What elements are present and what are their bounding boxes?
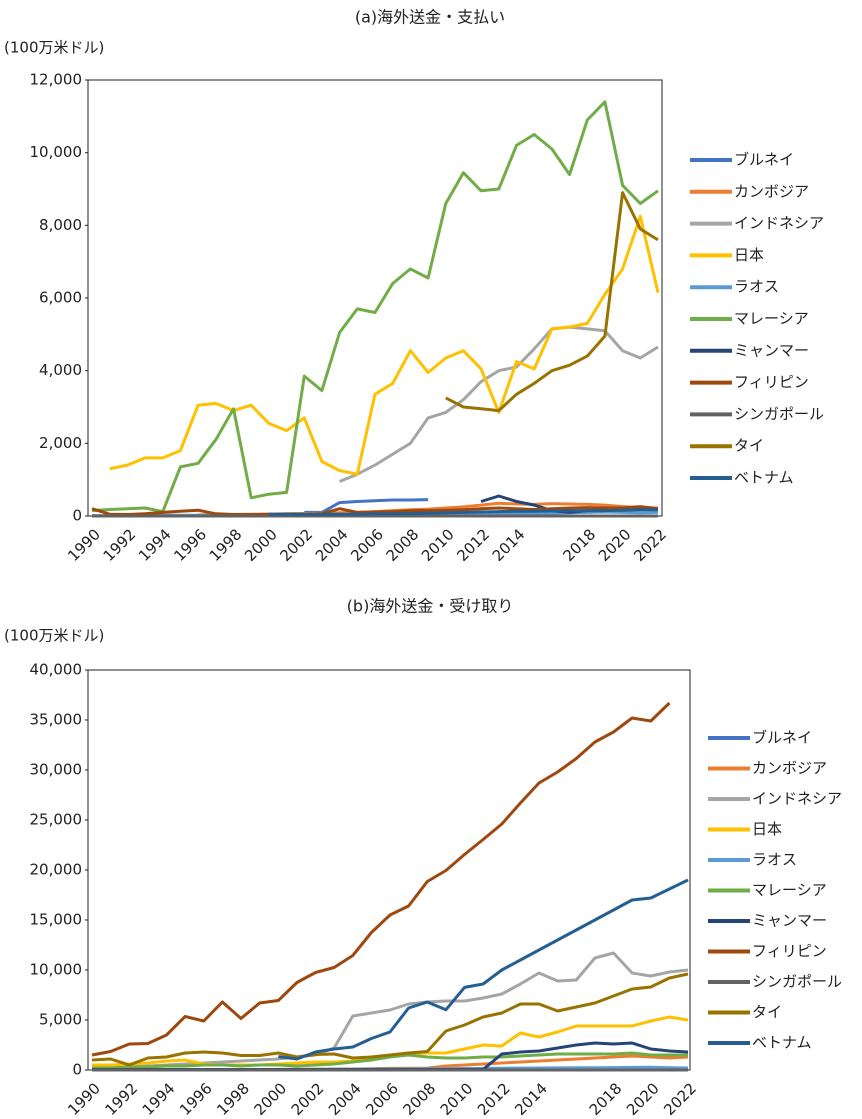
y-tick-label: 30,000 <box>30 761 83 779</box>
y-tick-label: 4,000 <box>39 361 82 379</box>
x-tick-label: 2004 <box>325 1079 365 1119</box>
x-tick-label: 1996 <box>170 525 210 565</box>
legend-label: ミャンマー <box>734 341 809 359</box>
y-tick-label: 0 <box>72 1061 82 1079</box>
legend-label: ラオス <box>752 851 797 869</box>
legend-label: インドネシア <box>752 790 842 808</box>
x-tick-label: 2020 <box>595 525 635 565</box>
x-tick-label: 2008 <box>400 1079 440 1119</box>
x-tick-label: 2000 <box>251 1079 291 1119</box>
legend-label: カンボジア <box>734 182 809 200</box>
chart-title: (a)海外送金・支払い <box>355 8 505 27</box>
x-tick-label: 1998 <box>213 1079 253 1119</box>
legend-label: マレーシア <box>734 310 809 328</box>
y-tick-label: 35,000 <box>30 711 83 729</box>
x-tick-label: 2018 <box>560 525 600 565</box>
y-tick-label: 15,000 <box>30 911 83 929</box>
x-tick-label: 2022 <box>660 1079 700 1119</box>
x-tick-label: 2006 <box>347 525 387 565</box>
legend-label: シンガポール <box>734 405 824 423</box>
x-tick-label: 2012 <box>453 525 493 565</box>
series-line <box>278 878 689 1061</box>
legend-label: 日本 <box>734 246 764 264</box>
legend-label: マレーシア <box>752 881 827 899</box>
x-tick-label: 1994 <box>135 525 175 565</box>
y-tick-label: 40,000 <box>30 661 83 679</box>
x-tick-label: 2022 <box>630 525 670 565</box>
series-line <box>91 701 671 1057</box>
x-tick-label: 1990 <box>64 525 104 565</box>
series-line <box>445 191 659 413</box>
y-tick-label: 5,000 <box>39 1011 82 1029</box>
y-tick-label: 12,000 <box>30 71 83 89</box>
legend-label: ブルネイ <box>734 151 794 169</box>
series-line <box>91 951 689 1070</box>
series-line <box>268 508 658 516</box>
x-tick-label: 1996 <box>176 1079 216 1119</box>
y-tick-label: 25,000 <box>30 811 83 829</box>
x-tick-label: 1998 <box>206 525 246 565</box>
legend-label: インドネシア <box>734 214 824 232</box>
series-line <box>109 214 660 476</box>
y-tick-label: 10,000 <box>30 143 83 161</box>
x-tick-label: 1992 <box>102 1079 142 1119</box>
legend-label: ミャンマー <box>752 912 827 930</box>
series-line <box>91 972 689 1067</box>
legend-label: タイ <box>752 1003 782 1021</box>
series-line <box>339 325 659 483</box>
legend-label: カンボジア <box>752 759 827 777</box>
x-tick-label: 2000 <box>241 525 281 565</box>
x-tick-label: 2010 <box>418 525 458 565</box>
x-tick-label: 2002 <box>288 1079 328 1119</box>
legend-label: シンガポール <box>752 973 842 991</box>
x-tick-label: 2006 <box>362 1079 402 1119</box>
y-tick-label: 8,000 <box>39 216 82 234</box>
y-tick-label: 20,000 <box>30 861 83 879</box>
series-line <box>92 1051 688 1070</box>
series-line <box>304 498 429 514</box>
x-tick-label: 1994 <box>139 1079 179 1119</box>
series-line <box>91 505 659 516</box>
legend-label: フィリピン <box>734 373 809 391</box>
legend-label: ラオス <box>734 278 779 296</box>
x-tick-label: 2002 <box>277 525 317 565</box>
y-tick-label: 10,000 <box>30 961 83 979</box>
x-tick-label: 2014 <box>489 525 529 565</box>
x-tick-label: 2018 <box>586 1079 626 1119</box>
x-tick-label: 1992 <box>100 525 140 565</box>
series-line <box>91 100 659 514</box>
y-axis-label: (100万米ドル) <box>4 627 104 645</box>
x-tick-label: 2008 <box>383 525 423 565</box>
x-tick-label: 2010 <box>437 1079 477 1119</box>
y-axis-label: (100万米ドル) <box>4 39 104 57</box>
chart-title: (b)海外送金・受け取り <box>347 597 514 616</box>
x-tick-label: 2020 <box>623 1079 663 1119</box>
legend-label: フィリピン <box>752 942 827 960</box>
y-tick-label: 2,000 <box>39 434 82 452</box>
legend-label: ベトナム <box>752 1034 812 1052</box>
legend-label: 日本 <box>752 820 782 838</box>
x-tick-label: 1990 <box>64 1079 104 1119</box>
x-tick-label: 2014 <box>511 1079 551 1119</box>
x-tick-label: 2004 <box>312 525 352 565</box>
legend-label: タイ <box>734 437 764 455</box>
y-tick-label: 6,000 <box>39 289 82 307</box>
y-tick-label: 0 <box>72 507 82 525</box>
legend-label: ベトナム <box>734 469 794 487</box>
plot-frame <box>87 79 663 517</box>
x-tick-label: 2012 <box>474 1079 514 1119</box>
legend-label: ブルネイ <box>752 729 812 747</box>
